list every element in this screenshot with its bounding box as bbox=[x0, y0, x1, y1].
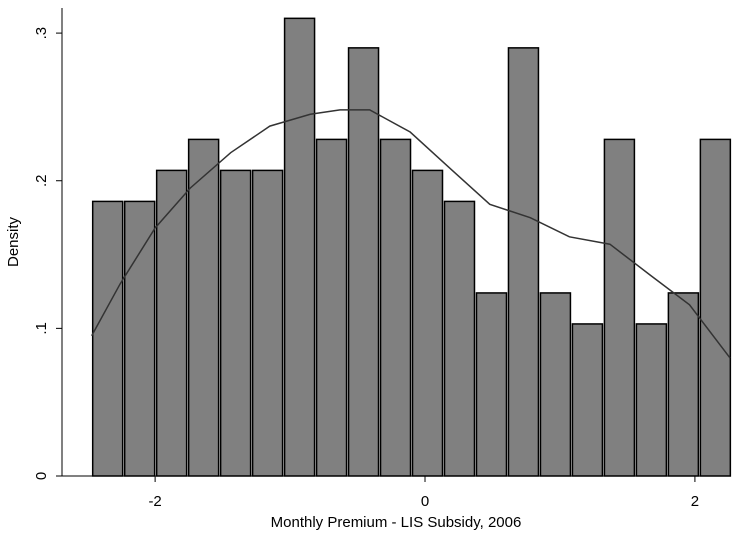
bar bbox=[411, 169, 444, 477]
bar bbox=[667, 292, 700, 477]
bar bbox=[155, 169, 188, 477]
bar bbox=[91, 200, 124, 477]
y-tick-label: .1 bbox=[33, 322, 50, 335]
bar bbox=[219, 169, 252, 477]
bar bbox=[251, 169, 284, 477]
x-axis-title: Monthly Premium - LIS Subsidy, 2006 bbox=[271, 514, 522, 531]
density-line bbox=[91, 109, 731, 359]
x-tick-label: 2 bbox=[691, 493, 699, 510]
bar bbox=[379, 138, 412, 477]
y-tick-label: 0 bbox=[33, 472, 50, 480]
x-tick-label: 0 bbox=[421, 493, 429, 510]
bar bbox=[123, 200, 156, 477]
bar bbox=[347, 47, 380, 477]
y-tick-label: .2 bbox=[33, 174, 50, 187]
x-tick-label: -2 bbox=[148, 493, 161, 510]
bar bbox=[475, 292, 508, 477]
bar bbox=[443, 200, 476, 477]
bar bbox=[315, 138, 348, 477]
bar bbox=[187, 138, 220, 477]
bar bbox=[507, 47, 540, 477]
bar bbox=[539, 292, 572, 477]
bar bbox=[603, 138, 636, 477]
bar bbox=[571, 323, 604, 477]
y-tick-label: .3 bbox=[33, 27, 50, 40]
bar bbox=[635, 323, 668, 477]
bar bbox=[283, 17, 316, 477]
bar bbox=[699, 138, 732, 477]
y-axis-title: Density bbox=[5, 216, 22, 267]
